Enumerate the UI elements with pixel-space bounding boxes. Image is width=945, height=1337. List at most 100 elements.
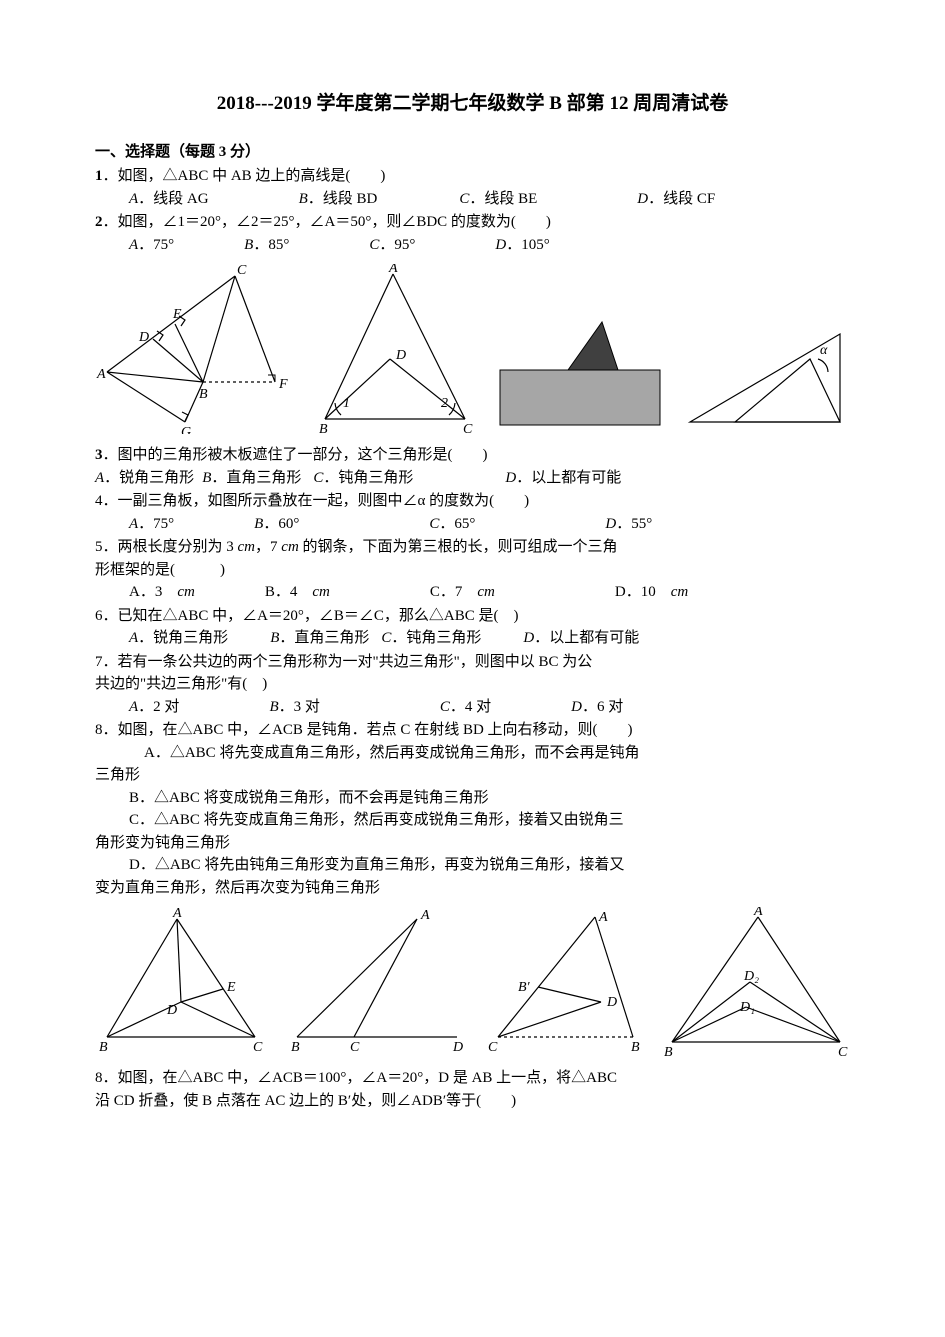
option: C．95° [369,234,415,257]
q5-l1d: cm [281,539,299,555]
svg-text:1: 1 [343,396,350,411]
option: B．线段 BD [299,188,378,211]
svg-text:D: D [452,1040,463,1055]
q7-text-2: 共边的"共边三角形"有( ) [95,673,850,696]
q2-body: ．如图，∠1＝20°，∠2＝25°，∠A＝50°，则∠BDC 的度数为( ) [103,214,551,230]
svg-text:A: A [420,908,430,923]
svg-text:B′: B′ [518,980,531,995]
svg-text:A: A [598,910,608,925]
q5-text: 5．两根长度分别为 3 cm，7 cm 的钢条，下面为第三根的长，则可组成一个三… [95,536,850,559]
option: B．85° [244,234,289,257]
svg-text:A: A [388,264,398,276]
svg-text:D: D [606,995,617,1010]
page-title: 2018---2019 学年度第二学期七年级数学 B 部第 12 周周清试卷 [95,90,850,119]
option: A．3 cm [129,581,195,604]
q8-opt-a: A．△ABC 将先变成直角三角形，然后再变成锐角三角形，而不会再是钝角 [95,742,850,765]
q8b-text-2: 沿 CD 折叠，使 B 点落在 AC 边上的 B′处，则∠ADB′等于( ) [95,1090,850,1113]
q8-opt-a2: 三角形 [95,764,850,787]
svg-text:C: C [253,1040,263,1055]
svg-text:B: B [291,1040,300,1055]
q1-body: ．如图，△ABC 中 AB 边上的高线是( ) [103,168,386,184]
q3-num: 3 [95,447,103,463]
svg-text:D: D [138,330,149,345]
q1-num: 1 [95,168,103,184]
figure-q1: A B C D E F G [95,264,295,434]
svg-text:C: C [838,1045,848,1057]
svg-text:G: G [181,425,191,434]
q6-options: A．锐角三角形B．直角三角形C．钝角三角形D．以上都有可能 [95,627,850,650]
figure-extra: ABCD₁D₂ [660,907,850,1057]
option: D．以上都有可能 [505,467,621,490]
option: D．线段 CF [637,188,715,211]
option: C．65° [429,513,475,536]
q8-opt-b: B．△ABC 将变成锐角三角形，而不会再是钝角三角形 [95,787,850,810]
q5-l1e: 的钢条，下面为第三根的长，则可组成一个三角 [299,539,618,555]
option: B．直角三角形 [270,627,369,650]
q5-l1a: 5．两根长度分别为 3 [95,539,238,555]
q7-text: 7．若有一条公共边的两个三角形称为一对"共边三角形"，则图中以 BC 为公 [95,651,850,674]
svg-text:E: E [172,307,182,322]
option: C．7 cm [430,581,495,604]
option: C．线段 BE [459,188,537,211]
figure-q4: α [680,304,850,434]
option: A．75° [129,513,174,536]
figure-q3 [490,314,670,434]
svg-text:B: B [664,1045,673,1057]
q8-opt-c: C．△ABC 将先变成直角三角形，然后再变成锐角三角形，接着又由锐角三 [95,809,850,832]
q5-l1c: ，7 [255,539,281,555]
svg-text:F: F [278,377,288,392]
svg-text:D: D [166,1003,177,1018]
option: A．75° [129,234,174,257]
svg-text:C: C [350,1040,360,1055]
svg-text:D: D [395,348,406,363]
option: B．3 对 [269,696,319,719]
q6-text: 6．已知在△ABC 中，∠A＝20°，∠B＝∠C，那么△ABC 是( ) [95,605,850,628]
option: B．4 cm [265,581,330,604]
svg-text:C: C [488,1040,498,1055]
option: C．钝角三角形 [381,627,481,650]
svg-text:E: E [226,980,236,995]
svg-text:B: B [99,1040,108,1055]
q1-text: 1．如图，△ABC 中 AB 边上的高线是( ) [95,165,850,188]
q2-options: A．75°B．85°C．95°D．105° [95,234,850,257]
q3-body: ．图中的三角形被木板遮住了一部分，这个三角形是( ) [103,447,488,463]
svg-text:A: A [172,907,182,921]
q4-text: 4．一副三角板，如图所示叠放在一起，则图中∠α 的度数为( ) [95,490,850,513]
q7-options: A．2 对B．3 对C．4 对D．6 对 [95,696,850,719]
figure-q8b-fold: A C B B′ D [483,907,648,1057]
q8-opt-d2: 变为直角三角形，然后再次变为钝角三角形 [95,877,850,900]
svg-text:2: 2 [441,396,448,411]
q5-text-2: 形框架的是( ) [95,559,850,582]
svg-text:B: B [631,1040,640,1055]
svg-text:α: α [820,343,828,358]
svg-text:A: A [96,367,106,382]
q8-text: 8．如图，在△ABC 中，∠ACB 是钝角．若点 C 在射线 BD 上向右移动，… [95,719,850,742]
q8-opt-d: D．△ABC 将先由钝角三角形变为直角三角形，再变为锐角三角形，接着又 [95,854,850,877]
svg-text:C: C [237,264,247,278]
q3-text: 3．图中的三角形被木板遮住了一部分，这个三角形是( ) [95,444,850,467]
option: B．60° [254,513,299,536]
q2-text: 2．如图，∠1＝20°，∠2＝25°，∠A＝50°，则∠BDC 的度数为( ) [95,211,850,234]
option: C．4 对 [440,696,491,719]
option: A．锐角三角形 [95,467,194,490]
q3-options: A．锐角三角形 B．直角三角形 C．钝角三角形 D．以上都有可能 [95,467,850,490]
svg-text:B: B [319,422,328,434]
option: A．线段 AG [129,188,209,211]
figure-q2: A B C D 1 2 [305,264,480,434]
option: D．以上都有可能 [523,627,639,650]
option: A．2 对 [129,696,179,719]
option: D．55° [605,513,652,536]
q5-options: A．3 cm B．4 cm C．7 cm D．10 cm [95,581,850,604]
figure-row-2: ABCDE ABCD ACBB′D ABCD₁D₂ [95,907,850,1057]
svg-text:C: C [463,422,473,434]
svg-text:B: B [199,387,208,402]
option: B．直角三角形 [202,467,301,490]
option: D．10 cm [615,581,688,604]
q8b-text: 8．如图，在△ABC 中，∠ACB＝100°，∠A＝20°，D 是 AB 上一点… [95,1067,850,1090]
section-heading: 一、选择题（每题 3 分） [95,141,850,164]
figure-q8a: A B C D [282,907,472,1057]
q2-num: 2 [95,214,103,230]
option: C．钝角三角形 [313,467,413,490]
q4-options: A．75° B．60° C．65° D．55° [95,513,850,536]
svg-text:D₂: D₂ [743,969,759,984]
